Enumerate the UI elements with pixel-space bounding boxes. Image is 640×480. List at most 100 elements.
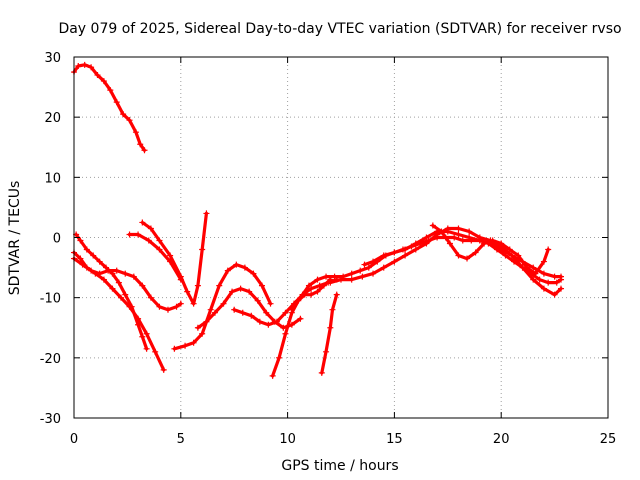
data-point [90,252,97,259]
data-point [530,264,537,271]
data-point [498,246,505,253]
data-point [320,282,327,289]
data-point [276,354,283,361]
data-point [100,276,107,283]
data-point [348,276,355,283]
data-point [459,237,466,244]
data-point [152,348,159,355]
data-point [466,234,473,241]
data-point [88,267,95,274]
data-point [348,270,355,277]
y-tick-label: 20 [44,111,61,126]
data-point [122,270,129,277]
data-point [402,252,409,259]
data-point [132,129,139,136]
data-point [79,261,86,268]
data-point [444,228,451,235]
data-series [71,61,565,379]
data-point [139,219,146,226]
data-point [429,222,436,229]
data-point [455,225,462,232]
data-point [455,252,462,259]
y-tick-label: 0 [53,232,61,247]
data-point [423,234,430,241]
data-point [94,72,101,79]
data-point [267,300,274,307]
data-point [370,270,377,277]
data-point [75,63,82,70]
data-point [508,252,515,259]
data-point [190,339,197,346]
data-point [273,318,280,325]
data-point [551,273,558,280]
data-point [391,249,398,256]
data-point [246,288,253,295]
data-point [77,237,84,244]
data-point [446,240,453,247]
data-point [135,315,142,322]
data-point [530,276,537,283]
y-tick-label: 10 [44,171,61,186]
data-point [250,270,257,277]
data-point [545,246,552,253]
data-point [476,237,483,244]
data-point [160,366,167,373]
data-point [263,309,270,316]
data-point [103,264,110,271]
data-point [365,264,372,271]
data-point [314,276,321,283]
data-point [323,348,330,355]
data-point [237,285,244,292]
data-point [282,309,289,316]
data-point [380,252,387,259]
data-point [451,234,458,241]
data-point [327,279,334,286]
data-point [182,342,189,349]
data-point [239,309,246,316]
x-axis-label: GPS time / hours [281,458,398,474]
data-point [120,111,127,118]
data-point [288,306,295,313]
series-arc-11 [320,293,339,375]
data-point [203,210,210,217]
data-point [113,99,120,106]
data-point [438,228,445,235]
data-point [105,267,112,274]
data-point [126,231,133,238]
data-point [498,240,505,247]
x-tick-label: 0 [70,432,78,447]
data-point [167,252,174,259]
data-point [361,261,368,268]
data-point [190,300,197,307]
data-point [207,306,214,313]
data-point [241,264,248,271]
data-point [126,117,133,124]
data-point [184,288,191,295]
data-point [115,279,122,286]
data-point [466,228,473,235]
x-tick-label: 15 [386,432,403,447]
data-point [380,264,387,271]
data-point [156,303,163,310]
data-point [130,273,137,280]
data-point [323,273,330,280]
data-point [122,291,129,298]
chart-title: Day 079 of 2025, Sidereal Day-to-day VTE… [58,21,621,37]
data-point [231,306,238,313]
data-point [126,303,133,310]
data-point [194,282,201,289]
data-point [412,240,419,247]
data-point [357,267,364,274]
data-point [254,297,261,304]
data-point [177,300,184,307]
series-arc-5 [127,232,183,282]
data-point [139,333,146,340]
data-point [540,285,547,292]
data-point [139,282,146,289]
data-point [481,240,488,247]
data-point [327,324,334,331]
data-point [81,61,88,68]
data-point [96,258,103,265]
data-point [455,231,462,238]
